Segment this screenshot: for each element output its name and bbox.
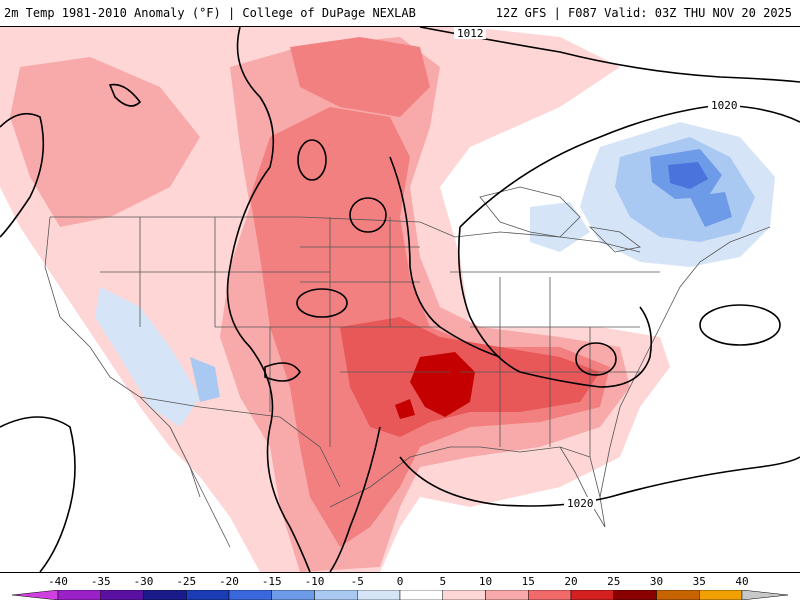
anomaly-neg15-east <box>690 192 732 227</box>
gulf-coast <box>329 446 601 508</box>
anomaly-25-core <box>410 352 475 417</box>
model-run-info: 12Z GFS | F087 Valid: 03Z THU NOV 20 202… <box>495 6 792 20</box>
contour-1020-south <box>399 456 800 507</box>
colorbar-tick-label: 35 <box>692 575 706 588</box>
colorbar-tick-label: 5 <box>439 575 447 588</box>
colorbar-tick-label: -40 <box>48 575 68 588</box>
geographic-boundaries <box>44 186 771 548</box>
great-lakes <box>479 186 641 253</box>
cool-anomaly-fields <box>95 122 775 427</box>
contour-southwest <box>0 416 76 572</box>
title-bar: 2m Temp 1981-2010 Anomaly (°F) | College… <box>0 0 800 27</box>
colorbar-segment <box>399 590 443 600</box>
colorbar-segment <box>656 590 700 600</box>
colorbar-max-arrow <box>741 590 789 600</box>
anomaly-neg10-southwest <box>190 357 220 402</box>
colorbar-tick-label: -5 <box>350 575 364 588</box>
colorbar-segment <box>485 590 529 600</box>
pressure-contours <box>0 27 800 572</box>
us-canada-border <box>50 216 641 253</box>
contour-west <box>226 27 311 572</box>
colorbar-tick-label: 0 <box>396 575 404 588</box>
map-title: 2m Temp 1981-2010 Anomaly (°F) | College… <box>4 6 416 20</box>
colorbar: -40 -35 -30 -25 -20 -15 -10 -5 0 5 10 15 20 25 30 35 40 <box>0 572 800 601</box>
colorbar-segment <box>271 590 315 600</box>
anomaly-neg20-core <box>668 162 708 189</box>
colorbar-tick-label: 15 <box>521 575 535 588</box>
contour-label-1020-south: 1020 <box>567 497 594 510</box>
contour-1012 <box>419 27 800 83</box>
colorbar-tick-label: -20 <box>219 575 239 588</box>
map-svg: 1012 1020 1020 <box>0 27 800 572</box>
state-lines-east <box>450 271 660 457</box>
high-pressure-cell-4 <box>575 342 617 376</box>
anomaly-neg5-west <box>530 202 590 252</box>
colorbar-tick-label: 10 <box>478 575 493 588</box>
anomaly-15-north <box>290 37 430 117</box>
colorbar-segment <box>528 590 572 600</box>
contour-label-1020-north: 1020 <box>711 99 738 112</box>
colorbar-segment <box>570 590 614 600</box>
colorbar-tick-label: -35 <box>90 575 111 588</box>
contour-northwest <box>108 83 142 107</box>
anomaly-10-northwest <box>10 57 200 227</box>
colorbar-segment <box>143 590 187 600</box>
baja-california <box>169 426 231 548</box>
us-mexico-border <box>139 396 341 488</box>
high-pressure-cell-5 <box>699 304 781 346</box>
colorbar-tick-label: 25 <box>607 575 621 588</box>
colorbar-tick-label: 30 <box>649 575 664 588</box>
east-coast <box>599 226 771 498</box>
colorbar-tick-label: -15 <box>261 575 282 588</box>
state-lines-central <box>300 217 450 447</box>
contour-pacific <box>0 112 45 238</box>
colorbar-segment <box>314 590 358 600</box>
contour-plains <box>389 156 501 358</box>
contour-rockies <box>329 426 381 572</box>
colorbar-tick-label: 40 <box>735 575 749 588</box>
colorbar-segment <box>699 590 743 600</box>
colorbar-segment <box>100 590 144 600</box>
colorbar-tick-label: -30 <box>133 575 154 588</box>
colorbar-segment <box>442 590 486 600</box>
colorbar-min-arrow <box>11 590 59 600</box>
colorbar-segment <box>613 590 657 600</box>
colorbar-segment <box>186 590 230 600</box>
colorbar-tick-label: -10 <box>304 575 325 588</box>
state-lines-west <box>100 217 330 412</box>
colorbar-tick-label: -25 <box>176 575 197 588</box>
high-pressure-cell-3 <box>296 288 348 318</box>
colorbar-segment <box>357 590 401 600</box>
colorbar-segment <box>57 590 101 600</box>
colorbar-tick-label: 20 <box>564 575 578 588</box>
anomaly-25-small <box>395 399 415 419</box>
high-pressure-cell-1 <box>297 139 327 181</box>
colorbar-scale <box>11 590 789 600</box>
anomaly-neg5-southwest <box>95 287 200 427</box>
contour-mid-south <box>264 362 301 382</box>
high-pressure-cell-2 <box>349 197 387 233</box>
contour-1020-northeast <box>459 104 800 228</box>
contour-label-1012: 1012 <box>457 27 484 40</box>
colorbar-segment <box>228 590 272 600</box>
anomaly-map: 1012 1020 1020 <box>0 27 800 572</box>
contour-1020-east <box>457 226 653 388</box>
colorbar-labels: -40 -35 -30 -25 -20 -15 -10 -5 0 5 10 15 20 25 30 35 40 <box>0 575 800 589</box>
contour-label-group: 1012 1020 1020 <box>454 27 740 510</box>
